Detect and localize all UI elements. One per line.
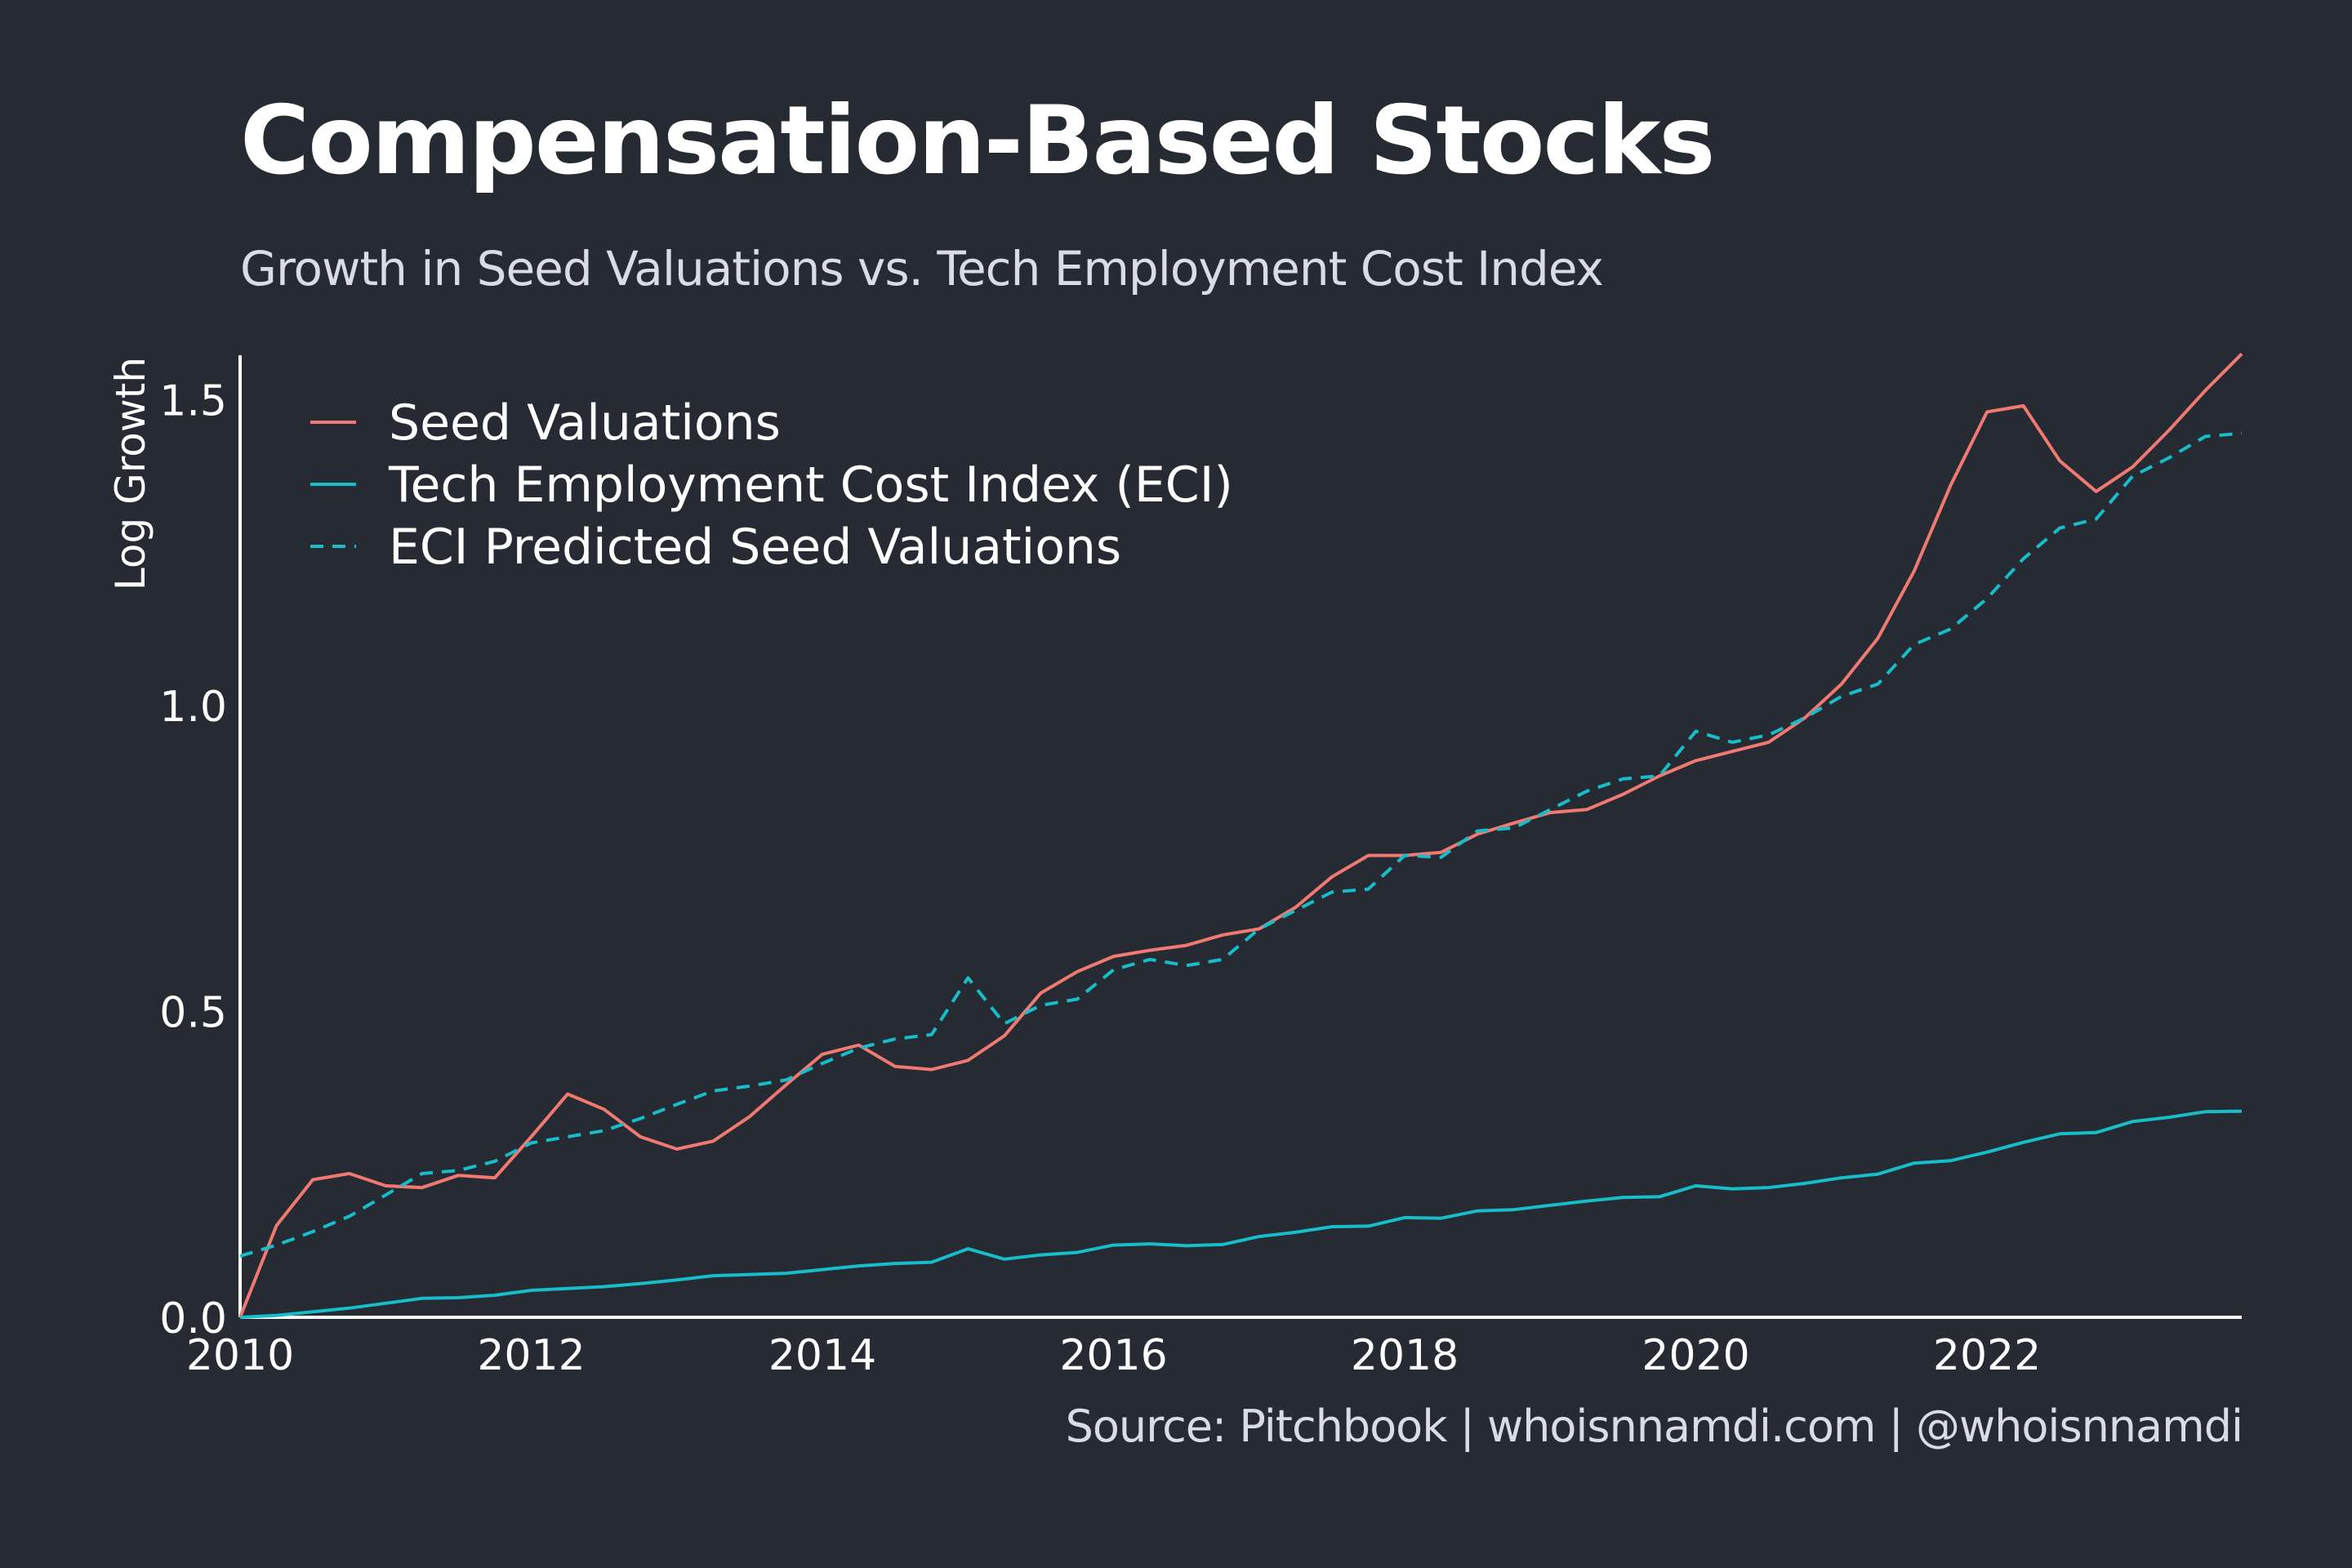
chart-title: Compensation-Based Stocks	[240, 86, 1715, 196]
legend-label: ECI Predicted Seed Valuations	[389, 519, 1121, 576]
x-tick-label: 2012	[477, 1331, 585, 1380]
x-tick-label: 2020	[1642, 1331, 1749, 1380]
source-caption: Source: Pitchbook | whoisnnamdi.com | @w…	[1065, 1401, 2243, 1452]
x-tick-label: 2010	[186, 1331, 294, 1380]
series-line-tech-employment-cost-index-eci	[239, 1109, 2243, 1319]
legend-label: Tech Employment Cost Index (ECI)	[388, 457, 1233, 514]
y-tick-label: 0.5	[159, 988, 227, 1037]
y-tick-label: 0.0	[159, 1294, 227, 1343]
x-tick-label: 2014	[768, 1331, 876, 1380]
x-tick-label: 2016	[1059, 1331, 1167, 1380]
legend-label: Seed Valuations	[389, 394, 781, 452]
chart-subtitle: Growth in Seed Valuations vs. Tech Emplo…	[240, 241, 1604, 296]
x-tick-label: 2018	[1351, 1331, 1459, 1380]
series-line-eci-predicted-seed-valuations	[239, 431, 2243, 1258]
y-axis-label: Log Growth	[107, 357, 154, 590]
y-tick-label: 1.5	[159, 376, 227, 425]
y-tick-label: 1.0	[159, 683, 227, 732]
axes: 0.0 0.5 1.0 1.5 2010 2012 2014 2016 2018 2020 2022…	[107, 355, 2242, 1380]
series-line-seed-valuations	[238, 352, 2243, 1318]
series-lines	[238, 352, 2243, 1319]
x-tick-label: 2022	[1933, 1331, 2041, 1380]
